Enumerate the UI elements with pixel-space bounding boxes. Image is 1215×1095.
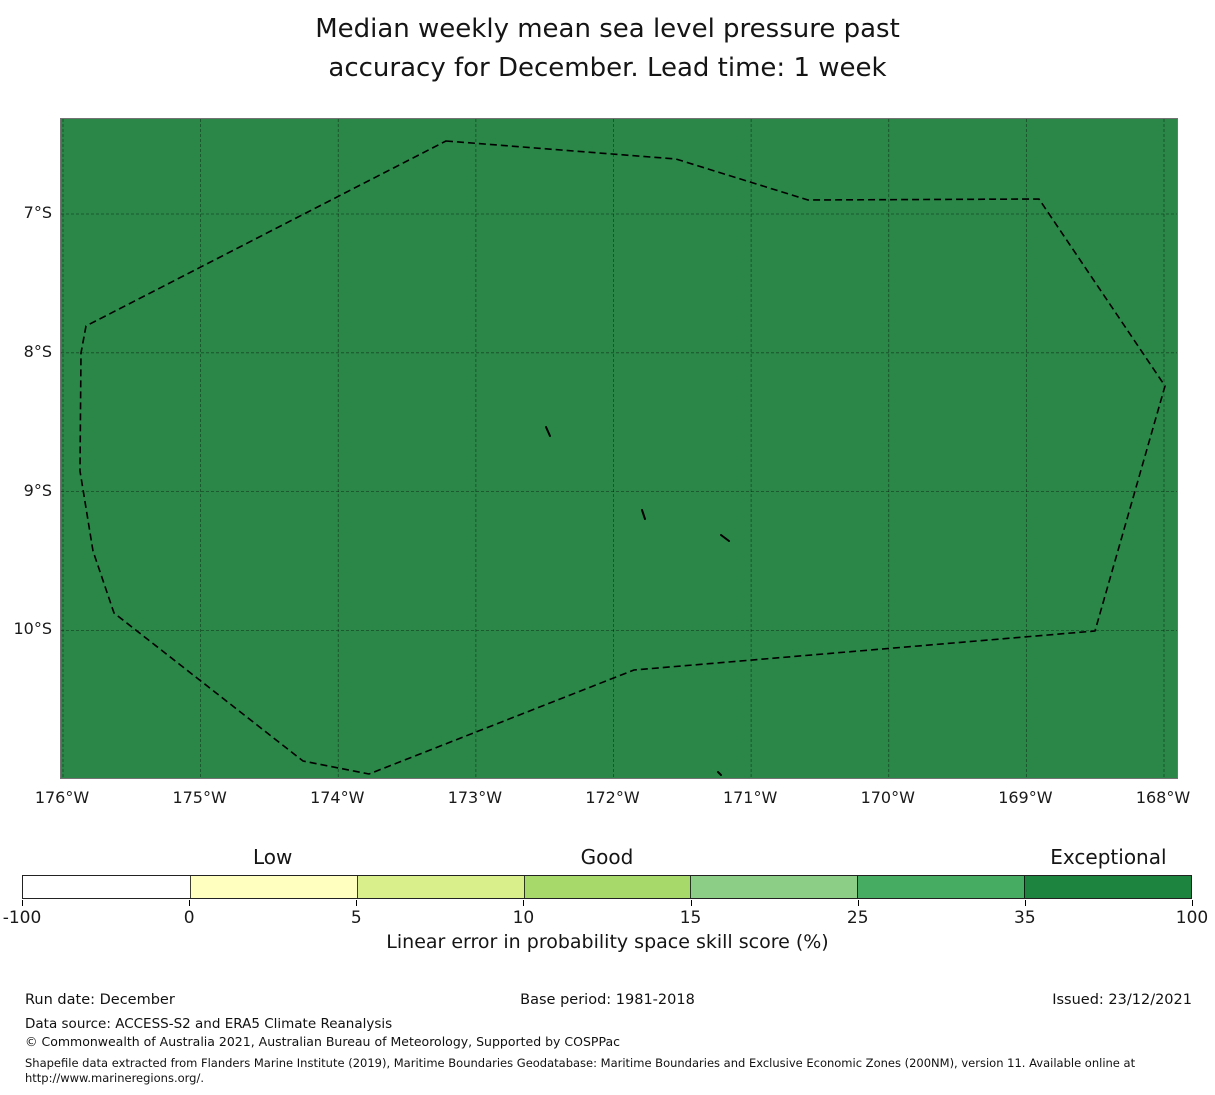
ocean-fill [61,119,1177,778]
colorbar-tick-mark [356,900,358,906]
footer-shapefile-line2: http://www.marineregions.org/. [25,1071,204,1085]
map-svg [61,119,1177,778]
colorbar-tick-label: 25 [846,908,869,928]
footer-shapefile-attribution: Shapefile data extracted from Flanders M… [25,1056,1195,1086]
y-tick-label: 8°S [23,341,52,361]
colorbar-segment [1024,876,1192,898]
footer-base-period: Base period: 1981-2018 [520,992,695,1008]
colorbar-tick-mark [1024,900,1026,906]
x-tick-label: 173°W [447,788,503,807]
colorbar-tick-mark [22,900,23,906]
x-tick-label: 171°W [722,788,778,807]
colorbar-tick-label: 35 [1014,908,1036,928]
colorbar-segment [523,876,691,898]
colorbar-segment [189,876,357,898]
colorbar-segment [23,876,190,898]
colorbar [22,875,1192,899]
figure-title-line2: accuracy for December. Lead time: 1 week [328,53,887,83]
colorbar-tick-label: -100 [2,908,42,928]
colorbar-tick-label: 100 [1175,908,1209,928]
colorbar-tick-mark [1192,900,1193,906]
exclusive-economic-zone-dashed-outline [79,140,1166,775]
footer-data-source: Data source: ACCESS-S2 and ERA5 Climate … [25,1016,393,1032]
colorbar-tick-mark [690,900,692,906]
colorbar-section-label: Low [253,845,293,869]
colorbar-tick-label: 5 [350,908,362,928]
colorbar-tick-mark [523,900,525,906]
colorbar-tick-mark [189,900,191,906]
x-tick-label: 174°W [310,788,365,807]
island-mark [641,509,646,520]
colorbar-section-label: Exceptional [1050,845,1167,869]
colorbar-tick-label: 10 [512,908,535,928]
footer-copyright: © Commonwealth of Australia 2021, Austra… [25,1034,620,1049]
colorbar-segment [857,876,1025,898]
colorbar-axis-label: Linear error in probability space skill … [386,931,829,953]
x-tick-label: 170°W [860,788,915,807]
figure-title: Median weekly mean sea level pressure pa… [0,10,1215,88]
x-tick-label: 172°W [585,788,640,807]
island-mark [720,534,730,542]
island-mark [717,771,722,776]
x-tick-label: 176°W [34,788,90,807]
figure-title-line1: Median weekly mean sea level pressure pa… [315,14,900,44]
y-tick-label: 10°S [13,619,52,639]
y-tick-label: 9°S [23,480,52,500]
map-plot-area [60,118,1178,779]
x-tick-label: 168°W [1135,788,1191,807]
colorbar-segment [356,876,524,898]
colorbar-section-label: Good [580,845,634,869]
footer-issued-date: Issued: 23/12/2021 [1052,992,1192,1008]
footer-run-date: Run date: December [25,992,175,1008]
colorbar-tick-label: 0 [183,908,195,928]
colorbar-tick-mark [857,900,859,906]
footer-shapefile-line1: Shapefile data extracted from Flanders M… [25,1056,1136,1070]
colorbar-tick-label: 15 [679,908,702,928]
x-tick-label: 169°W [998,788,1053,807]
x-tick-label: 175°W [172,788,227,807]
y-tick-label: 7°S [23,203,52,222]
colorbar-segment [690,876,858,898]
island-mark [545,426,551,437]
